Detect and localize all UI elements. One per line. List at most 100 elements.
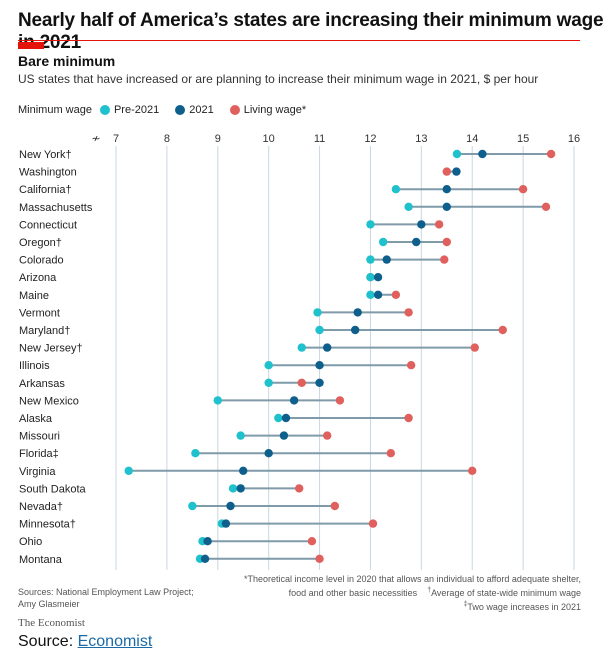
state-label: Maryland† — [19, 325, 70, 337]
dot-2021 — [412, 237, 421, 247]
dot-2021 — [236, 484, 245, 493]
state-label: South Dakota — [19, 483, 87, 495]
legend-label-2021: 2021 — [189, 104, 214, 116]
dot-pre2021 — [391, 185, 401, 194]
dot-pre2021 — [297, 343, 306, 352]
footnote-living-wage-cont: food and other basic necessities — [288, 588, 418, 598]
dot-pre2021 — [315, 325, 324, 335]
x-tick-label: 7 — [113, 133, 119, 145]
footnote-double-dagger: Two wage increases in 2021 — [467, 602, 581, 612]
x-tick-label: 15 — [517, 133, 529, 145]
state-label: Arizona — [19, 272, 57, 284]
state-label: Alaska — [19, 413, 53, 425]
state-label: Massachusetts — [19, 202, 93, 214]
dot-2021 — [353, 308, 362, 317]
dot-pre2021 — [124, 466, 133, 475]
dot-living-wage — [442, 167, 451, 176]
dot-pre2021 — [274, 413, 283, 423]
legend-item-living-wage: Living wage* — [229, 104, 306, 116]
dot-pre2021 — [188, 501, 197, 511]
state-label: New York† — [19, 149, 72, 161]
x-tick-label: 9 — [215, 133, 221, 145]
dot-2021 — [200, 554, 210, 563]
dot-living-wage — [330, 501, 340, 511]
dot-pre2021 — [404, 202, 413, 211]
dot-living-wage — [498, 325, 507, 335]
state-label: Ohio — [19, 536, 42, 548]
dot-pre2021 — [366, 290, 375, 299]
state-label: Arkansas — [19, 378, 65, 390]
economist-brand: The Economist — [18, 617, 85, 629]
state-label: Maine — [19, 290, 49, 302]
pre2021-dot-icon — [99, 105, 110, 115]
dot-pre2021 — [236, 431, 245, 440]
dot-pre2021 — [213, 396, 222, 405]
dot-2021 — [281, 413, 291, 423]
state-label: Illinois — [19, 360, 50, 372]
dot-2021 — [442, 202, 451, 211]
state-label: Missouri — [19, 431, 60, 443]
footnote-living-wage: *Theoretical income level in 2020 that a… — [243, 574, 581, 584]
dot-2021 — [239, 466, 248, 475]
state-label: New Jersey† — [19, 343, 83, 355]
dot-living-wage — [546, 149, 556, 159]
dot-2021 — [442, 185, 451, 194]
dot-2021 — [382, 255, 391, 264]
dot-living-wage — [404, 413, 413, 423]
footnote-line3: ‡Two wage increases in 2021 — [463, 601, 581, 612]
state-label: Nevada† — [19, 501, 63, 513]
dot-2021 — [315, 361, 324, 370]
dot-living-wage — [307, 537, 317, 546]
axis-break-icon: ≁ — [91, 133, 100, 145]
dot-2021 — [289, 396, 299, 405]
state-label: Vermont — [19, 307, 60, 319]
state-label: Montana — [19, 554, 63, 566]
living-wage-dot-icon — [229, 105, 240, 115]
footnotes: *Theoretical income level in 2020 that a… — [221, 573, 581, 613]
x-tick-label: 14 — [466, 133, 478, 145]
dot-2021 — [221, 519, 231, 528]
brand-red-tag — [18, 42, 44, 49]
footnote-line2: food and other basic necessities †Averag… — [288, 587, 581, 598]
state-label: California† — [19, 184, 72, 196]
dot-2021 — [373, 273, 383, 282]
dot-living-wage — [335, 396, 345, 405]
dot-pre2021 — [264, 378, 273, 387]
dot-living-wage — [440, 255, 449, 264]
state-label: Florida‡ — [19, 448, 59, 460]
legend-title: Minimum wage — [18, 104, 92, 116]
dot-living-wage — [386, 449, 395, 458]
dot-living-wage — [297, 378, 306, 387]
x-tick-label: 13 — [415, 133, 427, 145]
y2021-dot-icon — [175, 105, 186, 115]
dot-pre2021 — [366, 273, 375, 282]
source-link[interactable]: Economist — [77, 633, 153, 650]
x-tick-label: 12 — [364, 133, 376, 145]
dot-living-wage — [406, 361, 416, 370]
dot-2021 — [226, 501, 235, 511]
dot-2021 — [452, 167, 461, 176]
headline: Nearly half of America’s states are incr… — [18, 10, 604, 53]
dot-pre2021 — [366, 220, 375, 229]
dot-pre2021 — [191, 449, 200, 458]
dot-living-wage — [468, 466, 477, 475]
dot-living-wage — [518, 185, 528, 194]
dot-living-wage — [541, 202, 551, 211]
legend-label-pre2021: Pre-2021 — [113, 104, 160, 116]
x-tick-label: 10 — [263, 133, 275, 145]
state-label: Minnesota† — [19, 519, 76, 531]
x-tick-label: 8 — [164, 133, 170, 145]
dot-living-wage — [442, 237, 451, 247]
legend-item-pre2021: Pre-2021 — [99, 104, 160, 116]
dot-pre2021 — [378, 237, 388, 247]
dot-2021 — [322, 343, 332, 352]
state-label: Colorado — [19, 255, 64, 267]
legend-item-2021: 2021 — [175, 104, 214, 116]
dot-2021 — [417, 220, 426, 229]
source-line: Source: Economist — [18, 633, 152, 651]
dot-living-wage — [434, 220, 444, 229]
headline-rule — [18, 40, 580, 41]
dot-living-wage — [322, 431, 332, 440]
dot-living-wage — [315, 554, 324, 563]
dot-2021 — [264, 449, 273, 458]
